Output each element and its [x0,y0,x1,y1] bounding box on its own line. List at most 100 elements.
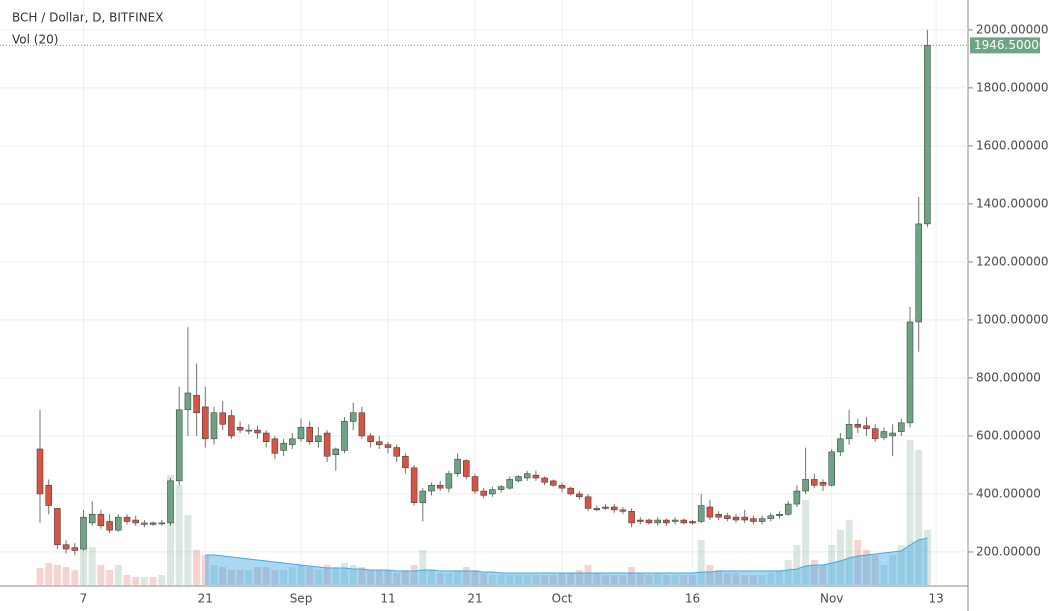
candle-body [506,479,514,489]
volume-bar [219,567,227,585]
volume-bar [662,575,670,585]
candle-body [871,428,879,440]
indicator-label: Vol (20) [12,33,58,47]
candle-body [811,479,818,486]
volume-bar [897,545,905,585]
candle-body [436,484,444,489]
volume-bar [558,573,566,585]
volume-bar [62,567,70,585]
volume-bar [254,567,261,585]
candle-body [628,511,635,524]
candle-body [123,516,131,522]
candle-body [236,426,244,431]
candle-body [167,480,174,524]
volume-bar [114,565,122,585]
candle-body [219,412,226,425]
volume-bar [549,575,557,585]
volume-bar [454,570,462,585]
y-tick-label: 1200.00000 [976,254,1049,268]
volume-bar [654,573,662,585]
volume-bar [80,547,87,585]
candle-body [419,490,427,503]
x-tick-label: Nov [820,592,843,606]
candle-body [663,519,670,524]
candle-body [550,480,557,486]
candle-body [149,522,157,525]
volume-bar [375,570,383,585]
candle-body [532,474,540,479]
candle-body [637,519,644,522]
candle-body [289,438,296,445]
volume-bar [628,567,636,585]
volume-bar [619,575,627,585]
volume-bar [236,570,244,585]
volume-bar [123,575,131,585]
volume-bar [532,575,540,585]
volume-bar [462,567,470,585]
candle-body [376,441,383,445]
y-tick-label: 1800.00000 [976,80,1049,94]
volume-bar [541,575,549,585]
chart-title: BCH / Dollar, D, BITFINEX [12,11,163,25]
candle-body [367,435,374,442]
candle-body [384,444,392,448]
y-tick-label: 1400.00000 [976,196,1049,210]
candle-body [906,321,914,424]
volume-bar [175,485,183,585]
volume-bar [697,540,705,585]
volume-bar [515,575,522,585]
candle-body [750,518,757,522]
volume-bar [749,575,757,585]
volume-bar [97,565,105,585]
volume-bar [288,567,296,585]
x-tick-label: Oct [552,592,573,606]
candle-body [97,513,105,527]
volume-bar [341,563,348,585]
candle-body [193,395,200,413]
candle-body [489,489,496,495]
volume-bar [906,440,914,585]
candle-body [845,424,853,440]
candle-body [776,513,783,516]
candle-body [132,519,139,524]
volume-ma-area [205,538,928,585]
candle-body [228,415,235,437]
volume-bar [193,550,201,585]
volume-bar [819,565,827,585]
volume-bar [636,573,644,585]
candle-body [184,392,192,411]
y-tick-label: 2000.00000 [976,22,1049,36]
last-price-label: 1946.50000 [974,38,1047,52]
volume-bar [810,560,818,585]
volume-bar [889,555,897,585]
x-tick-label: 21 [467,592,482,606]
volume-bar [140,577,148,585]
y-tick-label: 800.00000 [976,370,1041,384]
candle-body [115,516,122,531]
candle-body [393,447,400,457]
volume-bar [419,550,427,585]
candle-body [428,484,435,492]
volume-bar [758,575,766,585]
volume-bar [262,567,270,585]
volume-bar [367,570,375,585]
volume-bar [314,570,322,585]
candle-body [828,451,835,486]
volume-bar [488,575,496,585]
volume-bar [132,577,140,585]
candle-body [602,506,609,509]
candle-body [758,518,766,522]
volume-bar [680,575,688,585]
volume-bar [332,567,340,585]
volume-bar [689,575,696,585]
x-tick-label: 11 [380,592,395,606]
volume-bar [210,565,218,585]
volume-bar [480,573,488,585]
candle-body [724,515,731,519]
volume-ma-line [205,537,928,574]
volume-bar [245,570,253,585]
candle-body [358,412,366,437]
x-tick-label: 21 [198,592,213,606]
y-tick-label: 200.00000 [976,544,1041,558]
